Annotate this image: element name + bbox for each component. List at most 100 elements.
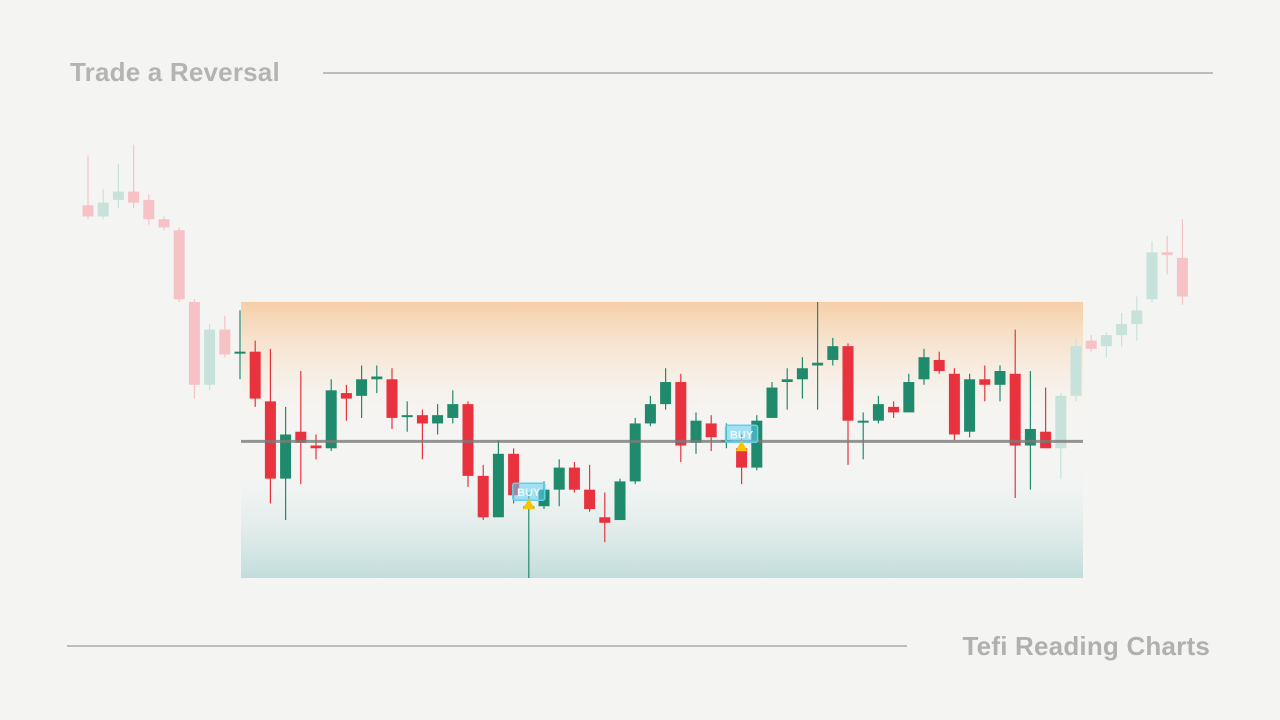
candle-body [234, 351, 246, 354]
candle [143, 194, 155, 225]
footer-divider [67, 645, 907, 647]
candle [1070, 337, 1082, 402]
candle-body [340, 393, 352, 399]
candle-body [660, 382, 672, 405]
candle [401, 401, 413, 432]
candle-body [508, 453, 520, 496]
candle-body [812, 362, 824, 366]
candle-body [371, 376, 383, 380]
candle [629, 417, 641, 485]
candle-body [173, 230, 185, 300]
candle [827, 337, 839, 366]
candle-body [690, 420, 702, 443]
buy-arrow-icon [735, 440, 748, 452]
candle [888, 401, 900, 418]
candle [842, 343, 854, 465]
candle-body [736, 448, 748, 468]
candle-body [842, 346, 854, 421]
candle [781, 368, 793, 410]
candle [310, 434, 322, 460]
candle-body [386, 379, 398, 418]
candle-body [310, 445, 322, 449]
candle [249, 340, 261, 407]
candle-body [128, 191, 140, 203]
candle-body [432, 415, 444, 424]
candle [219, 315, 231, 358]
candle [1176, 219, 1188, 305]
buy-signal: BUY [724, 424, 759, 452]
candle [1024, 371, 1036, 490]
candle-body [1146, 252, 1158, 300]
candle-body [1070, 346, 1082, 396]
candle-body [751, 420, 763, 468]
candle [553, 459, 565, 507]
candle [325, 379, 337, 452]
candle [644, 395, 656, 427]
candle-body [447, 404, 459, 418]
candle-body [280, 434, 292, 479]
candle [188, 299, 200, 399]
candle [994, 365, 1006, 402]
candle [1100, 332, 1112, 358]
candle-body [994, 371, 1006, 385]
candle [432, 404, 444, 435]
candle [933, 351, 945, 374]
candle-body [644, 404, 656, 424]
candle-body [477, 475, 489, 518]
chart-title: Trade a Reversal [70, 57, 280, 87]
candle [796, 357, 808, 399]
candle-body [97, 202, 109, 217]
candle [568, 462, 580, 493]
candle [97, 188, 109, 220]
candle [447, 390, 459, 424]
candle [584, 464, 596, 512]
candle-body [918, 357, 930, 380]
candle [1055, 393, 1067, 479]
candle [1146, 241, 1158, 302]
candle-body [979, 379, 991, 385]
candle [416, 409, 428, 460]
buy-arrow-icon [522, 498, 535, 510]
buy-label-text: BUY [517, 487, 541, 499]
candle-body [1024, 428, 1036, 446]
candle-body [796, 368, 808, 380]
candle [371, 365, 383, 394]
candle [812, 302, 824, 410]
candle [82, 155, 94, 220]
candle-body [1009, 373, 1021, 446]
candle-body [416, 415, 428, 424]
candle-body [933, 359, 945, 371]
candle-body [295, 431, 307, 443]
candle [599, 492, 611, 543]
candle [462, 401, 474, 487]
candle [1161, 235, 1173, 275]
candle-body [1116, 324, 1128, 336]
candle [356, 365, 368, 418]
candle-body [82, 205, 94, 217]
candle [280, 406, 292, 521]
candle [477, 464, 489, 521]
candle [872, 395, 884, 424]
candle [112, 164, 124, 209]
candle [857, 412, 869, 460]
candle-body [614, 481, 626, 521]
candle [675, 373, 687, 463]
candle [964, 373, 976, 438]
candle [1085, 335, 1097, 352]
candle [1009, 329, 1021, 498]
candle [295, 371, 307, 485]
candle-body [492, 453, 504, 518]
candle-body [599, 517, 611, 523]
candle-body [903, 382, 915, 413]
candle [386, 368, 398, 429]
candle [690, 412, 702, 454]
candle-body [1055, 395, 1067, 449]
candle-body [188, 302, 200, 385]
candle-body [325, 390, 337, 449]
candle-body [356, 379, 368, 396]
candle-body [1100, 335, 1112, 347]
candle [614, 478, 626, 521]
candle [158, 216, 170, 231]
candle-body [888, 406, 900, 413]
footer-brand: Tefi Reading Charts [962, 631, 1210, 661]
